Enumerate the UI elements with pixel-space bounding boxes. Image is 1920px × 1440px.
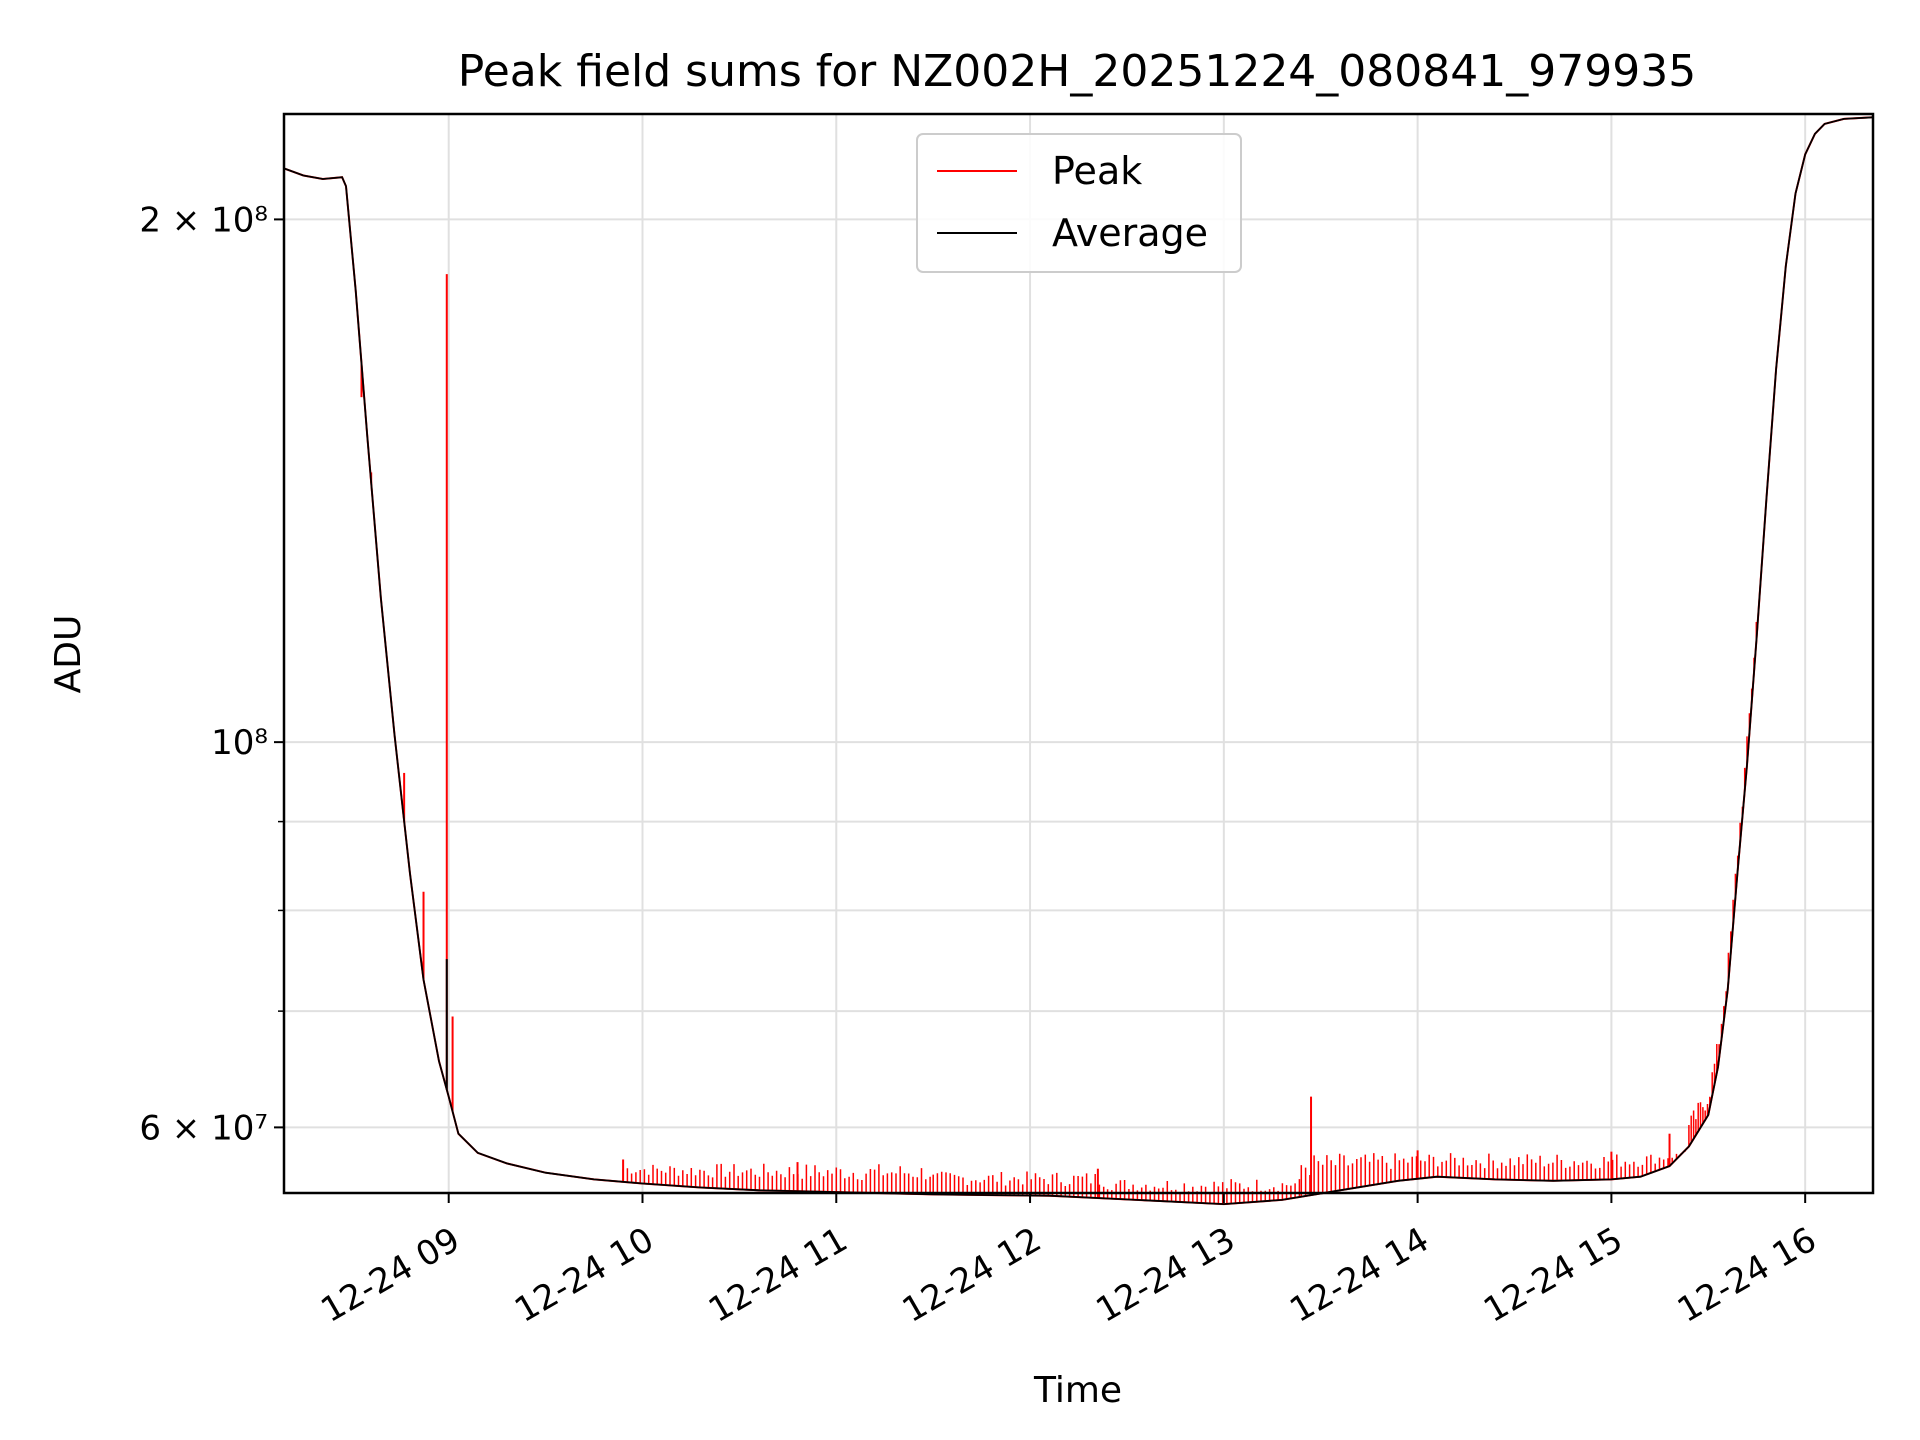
grid xyxy=(284,114,1873,1193)
peak-series xyxy=(283,116,1874,1206)
peak-line xyxy=(283,116,1874,1206)
legend: Peak Average xyxy=(916,133,1242,273)
x-tick-label: 12-24 16 xyxy=(1671,1220,1823,1331)
x-tick-label: 12-24 13 xyxy=(1090,1220,1242,1331)
legend-peak-label: Peak xyxy=(1052,149,1142,193)
chart-title: Peak field sums for NZ002H_20251224_0808… xyxy=(458,46,1696,97)
x-axis-label: Time xyxy=(1033,1370,1122,1411)
average-series xyxy=(283,116,1874,1206)
y-axis-label: ADU xyxy=(48,615,89,694)
y-tick-label: 2 × 10⁸ xyxy=(139,200,268,240)
legend-box xyxy=(916,133,1242,273)
peak-noise xyxy=(622,622,1758,1204)
legend-average-label: Average xyxy=(1052,211,1208,255)
y-tick-label: 6 × 10⁷ xyxy=(139,1108,268,1148)
x-tick-label: 12-24 10 xyxy=(508,1220,660,1331)
x-tick-label: 12-24 11 xyxy=(702,1220,854,1331)
x-tick-label: 12-24 14 xyxy=(1283,1220,1435,1331)
average-line xyxy=(283,116,1874,1206)
x-axis-ticks: 12-24 09 12-24 10 12-24 11 12-24 12 12-24 13… xyxy=(314,1193,1823,1331)
plot-frame xyxy=(282,112,1875,1195)
y-tick-label: 10⁸ xyxy=(211,723,268,763)
x-tick-label: 12-24 09 xyxy=(314,1220,466,1331)
y-axis-ticks: 2 × 10⁸ 10⁸ 6 × 10⁷ xyxy=(139,200,284,1148)
x-tick-label: 12-24 12 xyxy=(896,1220,1048,1331)
x-tick-label: 12-24 15 xyxy=(1477,1220,1629,1331)
